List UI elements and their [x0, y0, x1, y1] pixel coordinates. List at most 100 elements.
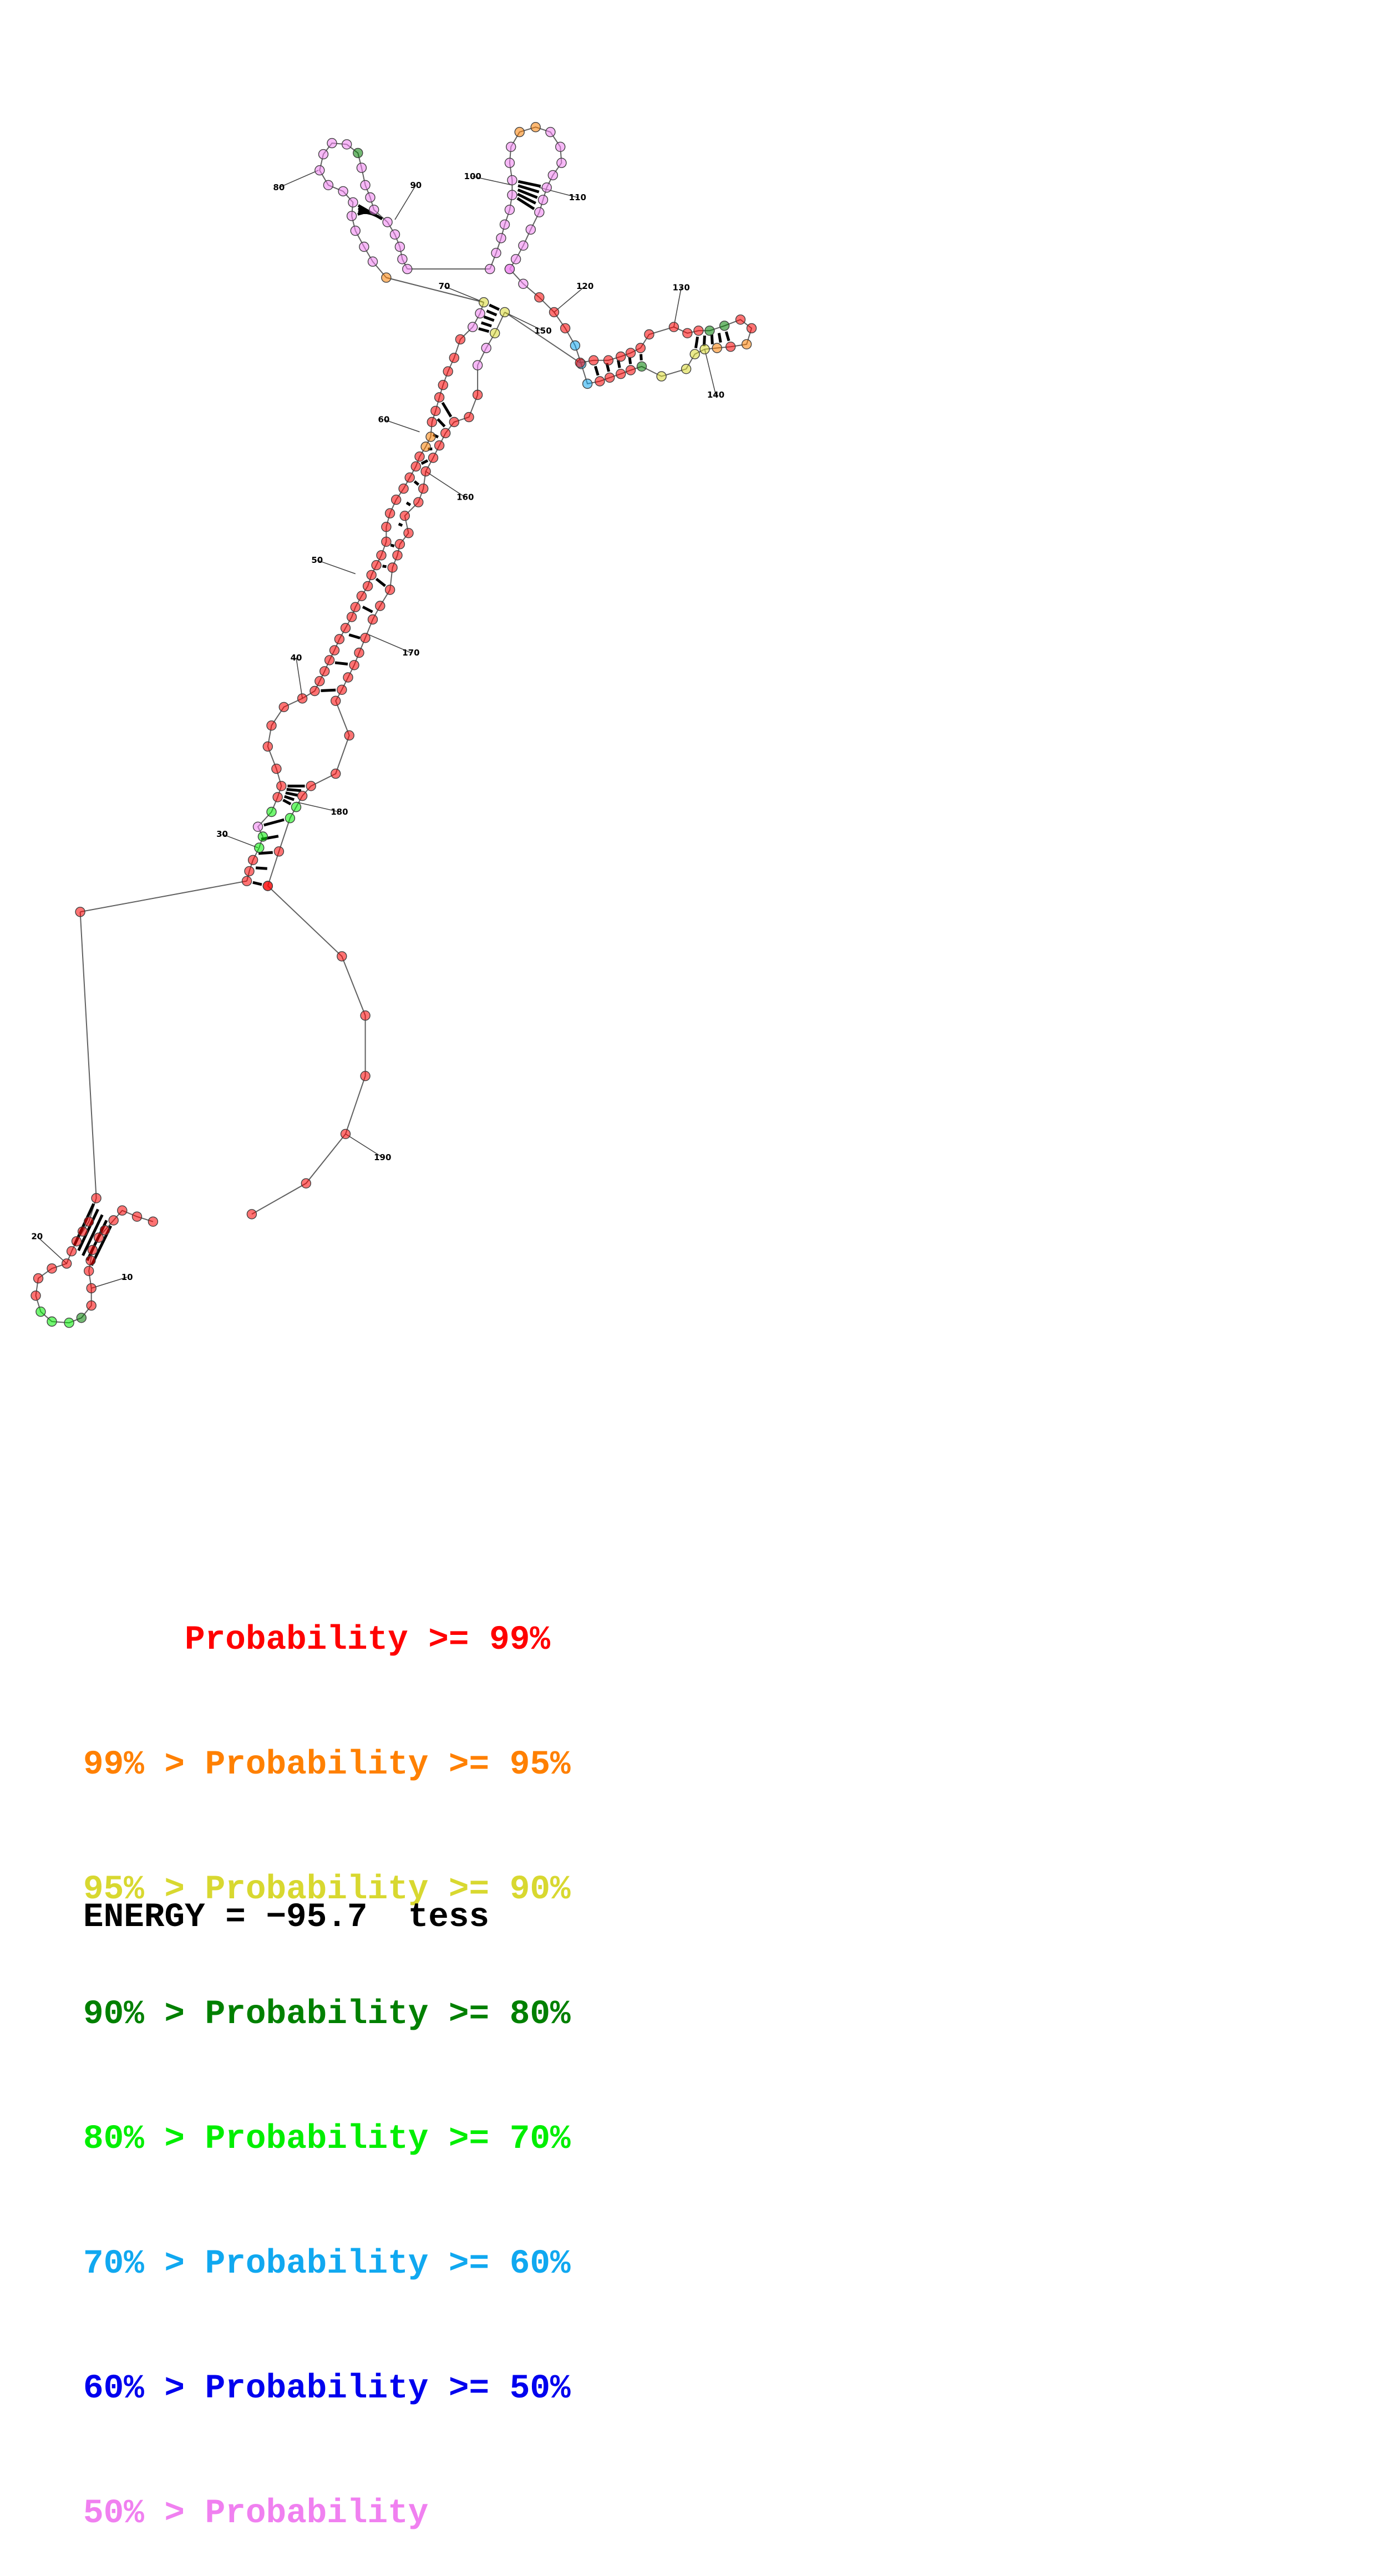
base-pair [349, 635, 360, 638]
nucleotide [47, 1264, 57, 1273]
legend-row: 99% > Probability >= 95% [83, 1744, 571, 1786]
base-pair [484, 317, 494, 321]
nucleotide [368, 257, 378, 266]
nucleotide [330, 646, 339, 655]
position-label: 170 [402, 648, 419, 658]
legend-row: 90% > Probability >= 80% [83, 1994, 571, 2035]
legend-label: Probability >= 50% [205, 2370, 571, 2408]
nucleotide [315, 166, 324, 175]
nucleotide [421, 442, 430, 451]
nucleotide [368, 615, 378, 624]
nucleotide [535, 207, 544, 217]
nucleotide [449, 418, 459, 427]
nucleotide [539, 195, 548, 205]
nucleotide [669, 322, 678, 332]
legend-label: Probability >= 99% [185, 1621, 550, 1659]
base-pair [641, 354, 642, 360]
nucleotide [421, 467, 430, 476]
nucleotide [561, 323, 570, 333]
nucleotide [399, 484, 408, 494]
nucleotide [435, 393, 444, 402]
nucleotide [341, 1129, 351, 1139]
nucleotide [404, 529, 413, 538]
nucleotide [531, 123, 540, 132]
nucleotide [479, 298, 489, 307]
nucleotide [742, 339, 752, 349]
nucleotide [519, 279, 528, 288]
base-pair [399, 524, 402, 526]
base-pair [481, 323, 491, 326]
nucleotide [323, 180, 333, 190]
nucleotide [148, 1217, 158, 1226]
legend-label: Probability >= 60% [205, 2245, 571, 2283]
base-pair [486, 311, 496, 316]
nucleotide [548, 170, 557, 180]
nucleotide [506, 142, 516, 151]
nucleotide [88, 1245, 97, 1254]
nucleotide [298, 694, 307, 703]
nucleotide [415, 452, 424, 461]
nucleotide [84, 1217, 94, 1226]
legend-row: 80% > Probability >= 70% [83, 2118, 571, 2160]
nucleotide [84, 1266, 94, 1276]
base-pair [283, 800, 291, 804]
nucleotide [403, 265, 412, 274]
nucleotide [690, 349, 699, 359]
position-tick [395, 185, 416, 220]
base-pair [443, 403, 451, 416]
nucleotide [385, 585, 395, 595]
position-tick [296, 658, 302, 698]
position-label: 80 [273, 182, 285, 192]
position-label: 130 [673, 282, 690, 292]
nucleotide [369, 205, 379, 215]
nucleotide [319, 150, 328, 159]
nucleotide [67, 1247, 77, 1256]
backbone-segment [247, 302, 484, 881]
position-label: 60 [378, 415, 390, 425]
nucleotide [94, 1233, 104, 1242]
legend-row: 50% > Probability [83, 2493, 571, 2534]
nucleotide [515, 128, 524, 137]
legend-label: Probability >= 95% [205, 1746, 571, 1784]
nucleotide [683, 328, 692, 338]
base-pair [335, 663, 348, 664]
position-label: 30 [216, 829, 228, 839]
nucleotide [395, 540, 404, 549]
legend-prefix [83, 1621, 185, 1659]
backbone-link [80, 881, 247, 912]
nucleotide [315, 677, 324, 686]
nucleotide [382, 522, 391, 532]
nucleotide [361, 1011, 370, 1020]
nucleotide [505, 205, 514, 215]
position-label: 50 [311, 555, 323, 565]
nucleotide [64, 1318, 74, 1328]
position-label: 190 [374, 1152, 391, 1162]
nucleotide [272, 764, 281, 774]
nucleotide [341, 623, 351, 633]
nucleotide [292, 802, 301, 812]
nucleotide [75, 907, 85, 917]
nucleotide [258, 832, 267, 841]
base-pair [390, 545, 394, 546]
nucleotide [435, 441, 444, 450]
nucleotide [682, 364, 691, 374]
nucleotide [279, 702, 288, 712]
position-tick [704, 349, 716, 395]
nucleotide [626, 348, 636, 358]
nucleotide [535, 293, 544, 302]
position-label: 120 [576, 281, 593, 291]
nucleotide [485, 265, 495, 274]
nucleotide [605, 373, 615, 382]
nucleotide [411, 462, 420, 471]
nucleotide [570, 341, 580, 350]
nucleotide [414, 497, 423, 507]
nucleotide [320, 667, 329, 676]
nucleotide [468, 322, 478, 332]
nucleotide [242, 876, 252, 886]
nucleotide [31, 1291, 40, 1300]
nucleotide [92, 1193, 101, 1203]
nucleotide [357, 163, 366, 172]
nucleotide [376, 601, 385, 611]
nucleotide [426, 432, 435, 441]
